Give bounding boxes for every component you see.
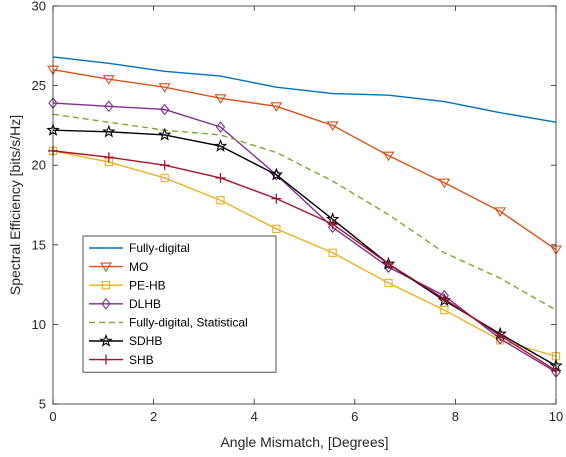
- axes-layer: 0 2 4 6 8 10 5 10 15 20 25 30: [32, 0, 564, 424]
- data-point-dlhb: [104, 100, 114, 113]
- data-point-mo: [270, 102, 283, 112]
- legend-marker: [99, 333, 113, 347]
- data-point-pe-hb: [440, 305, 449, 315]
- data-point-pe-hb: [160, 173, 169, 183]
- y-tick-label: 30: [32, 0, 46, 14]
- y-axis-label: Spectral Efficiency [bits/s/Hz]: [7, 115, 23, 295]
- series-line-shb: [52, 150, 557, 372]
- data-point-pe-hb: [328, 248, 337, 257]
- legend-label: PE-HB: [129, 278, 166, 292]
- legend-entry-dlhb: DLHB: [89, 297, 161, 311]
- legend-entry-mo: MO: [89, 260, 148, 274]
- legend: Fully-digital MO PE-HB DLHB Fully-digital, S…: [82, 235, 277, 373]
- legend-label: SHB: [129, 353, 154, 367]
- legend-label: DLHB: [129, 297, 161, 311]
- data-point-shb: [215, 172, 226, 183]
- series-line-fully-digital-statistical: [52, 113, 557, 311]
- data-point-shb: [383, 258, 394, 269]
- data-point-dlhb: [215, 121, 226, 133]
- series-fully-digital-statistical: [52, 113, 557, 311]
- data-point-sdhb: [157, 127, 172, 141]
- legend-label: MO: [129, 260, 148, 274]
- x-tick-label: 0: [49, 409, 56, 424]
- data-point-shb: [103, 152, 114, 163]
- x-tick-label: 6: [351, 409, 358, 424]
- legend-label: Fully-digital: [129, 241, 190, 255]
- data-point-sdhb: [213, 139, 228, 152]
- legend-entry-fully-digital: Fully-digital: [89, 241, 190, 255]
- data-point-shb: [159, 160, 170, 171]
- data-point-shb: [327, 219, 338, 230]
- legend-marker: [101, 354, 111, 365]
- x-axis-label: Angle Mismatch, [Degrees]: [220, 434, 388, 450]
- legend-marker: [101, 297, 111, 310]
- legend-marker: [101, 281, 111, 290]
- series-line-pe-hb: [52, 150, 557, 357]
- legend-marker: [100, 262, 112, 273]
- data-point-mo: [438, 178, 451, 189]
- x-tick-label: 10: [549, 409, 563, 424]
- x-tick-label: 4: [251, 409, 258, 424]
- data-point-mo: [494, 207, 507, 217]
- y-tick-label: 10: [32, 317, 46, 332]
- series-layer: [46, 56, 563, 379]
- data-point-pe-hb: [216, 196, 225, 205]
- legend-label: SDHB: [129, 334, 162, 348]
- data-point-mo: [158, 83, 171, 93]
- data-point-mo: [382, 151, 395, 162]
- data-point-shb: [495, 330, 506, 341]
- data-point-mo: [102, 75, 115, 85]
- legend-entry-fully-digital-statistical: Fully-digital, Statistical: [89, 316, 248, 330]
- legend-entry-shb: SHB: [89, 353, 154, 367]
- y-tick-label: 5: [39, 397, 46, 412]
- x-tick-label: 8: [452, 409, 459, 424]
- data-point-pe-hb: [384, 278, 393, 288]
- data-point-shb: [439, 293, 450, 304]
- y-tick-label: 25: [32, 78, 46, 93]
- data-point-mo: [326, 121, 339, 131]
- legend-label: Fully-digital, Statistical: [129, 316, 248, 330]
- series-line-mo: [52, 68, 557, 251]
- legend-entry-sdhb: SDHB: [89, 333, 162, 348]
- data-point-dlhb: [159, 103, 170, 116]
- series-fully-digital: [52, 56, 557, 123]
- data-point-sdhb: [102, 124, 116, 138]
- data-point-mo: [214, 94, 227, 104]
- data-point-sdhb: [269, 167, 284, 181]
- series-line-fully-digital: [52, 56, 557, 123]
- data-point-pe-hb: [272, 224, 281, 234]
- y-tick-label: 15: [32, 237, 46, 252]
- data-point-shb: [271, 193, 282, 204]
- x-tick-label: 2: [150, 409, 157, 424]
- legend-entry-pe-hb: PE-HB: [89, 278, 166, 292]
- axes-box: [52, 5, 557, 405]
- y-tick-label: 20: [32, 158, 46, 173]
